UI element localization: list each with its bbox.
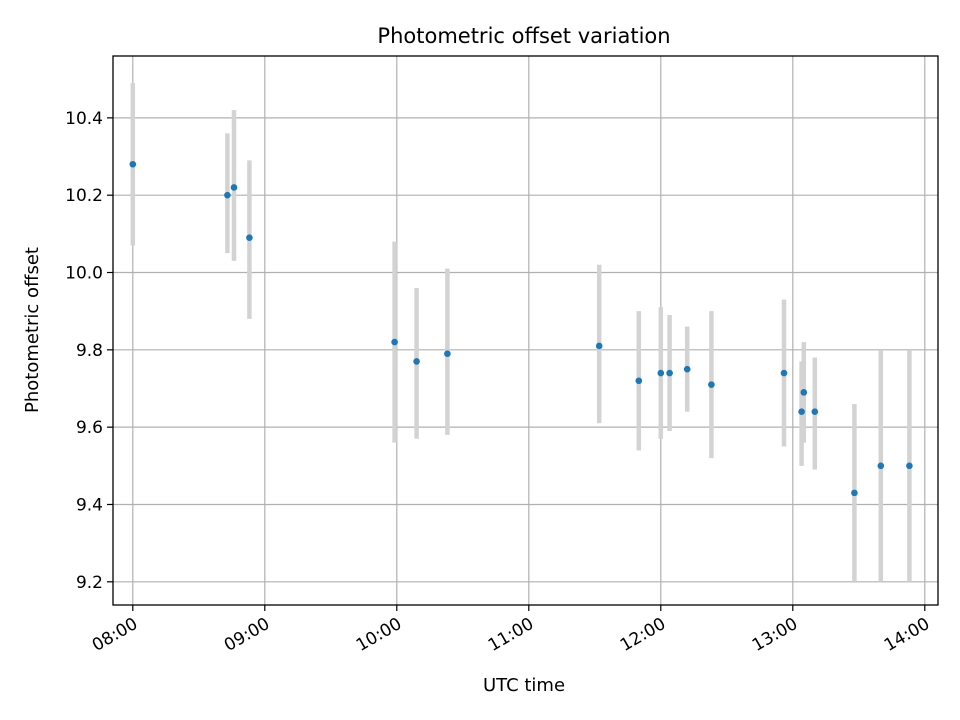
x-axis-label: UTC time xyxy=(483,675,565,696)
data-point xyxy=(877,462,885,470)
x-axis-ticks: 08:00 09:00 10:00 11:00 12:00 13:00 14:00 xyxy=(89,605,933,656)
data-point xyxy=(635,377,643,385)
x-tick-label: 11:00 xyxy=(485,614,537,656)
y-axis-label: Photometric offset xyxy=(22,247,43,413)
y-tick-label: 10.0 xyxy=(65,264,103,284)
y-axis-ticks: 9.2 9.4 9.6 9.8 10.0 10.2 10.4 xyxy=(65,109,113,593)
data-point xyxy=(780,369,788,377)
data-point xyxy=(811,408,819,415)
data-point xyxy=(413,358,420,365)
data-point xyxy=(657,369,665,377)
y-tick-label: 9.4 xyxy=(76,495,103,515)
x-tick-label: 08:00 xyxy=(89,614,141,656)
x-tick-label: 09:00 xyxy=(221,614,273,656)
data-point xyxy=(798,408,805,415)
data-point xyxy=(129,160,137,168)
y-tick-label: 9.2 xyxy=(76,573,103,593)
y-tick-label: 9.6 xyxy=(76,418,103,438)
data-point xyxy=(224,191,231,199)
data-point xyxy=(391,338,398,346)
chart-title: Photometric offset variation xyxy=(377,24,670,48)
x-tick-label: 10:00 xyxy=(353,614,405,656)
data-point xyxy=(683,365,691,373)
y-tick-label: 9.8 xyxy=(76,341,103,361)
x-tick-label: 14:00 xyxy=(881,614,933,656)
x-tick-label: 12:00 xyxy=(617,614,669,656)
data-point xyxy=(851,489,858,497)
data-point xyxy=(666,369,673,377)
data-points xyxy=(129,160,913,497)
data-point xyxy=(800,389,808,396)
data-point xyxy=(906,462,913,470)
y-tick-label: 10.4 xyxy=(65,109,103,129)
data-point xyxy=(595,342,603,350)
data-point xyxy=(444,350,451,357)
data-point xyxy=(708,381,715,388)
data-point xyxy=(230,184,238,191)
grid-lines xyxy=(113,56,938,605)
x-tick-label: 13:00 xyxy=(749,614,801,656)
plot-frame xyxy=(112,55,939,606)
data-point xyxy=(246,234,253,242)
y-tick-label: 10.2 xyxy=(65,186,103,206)
